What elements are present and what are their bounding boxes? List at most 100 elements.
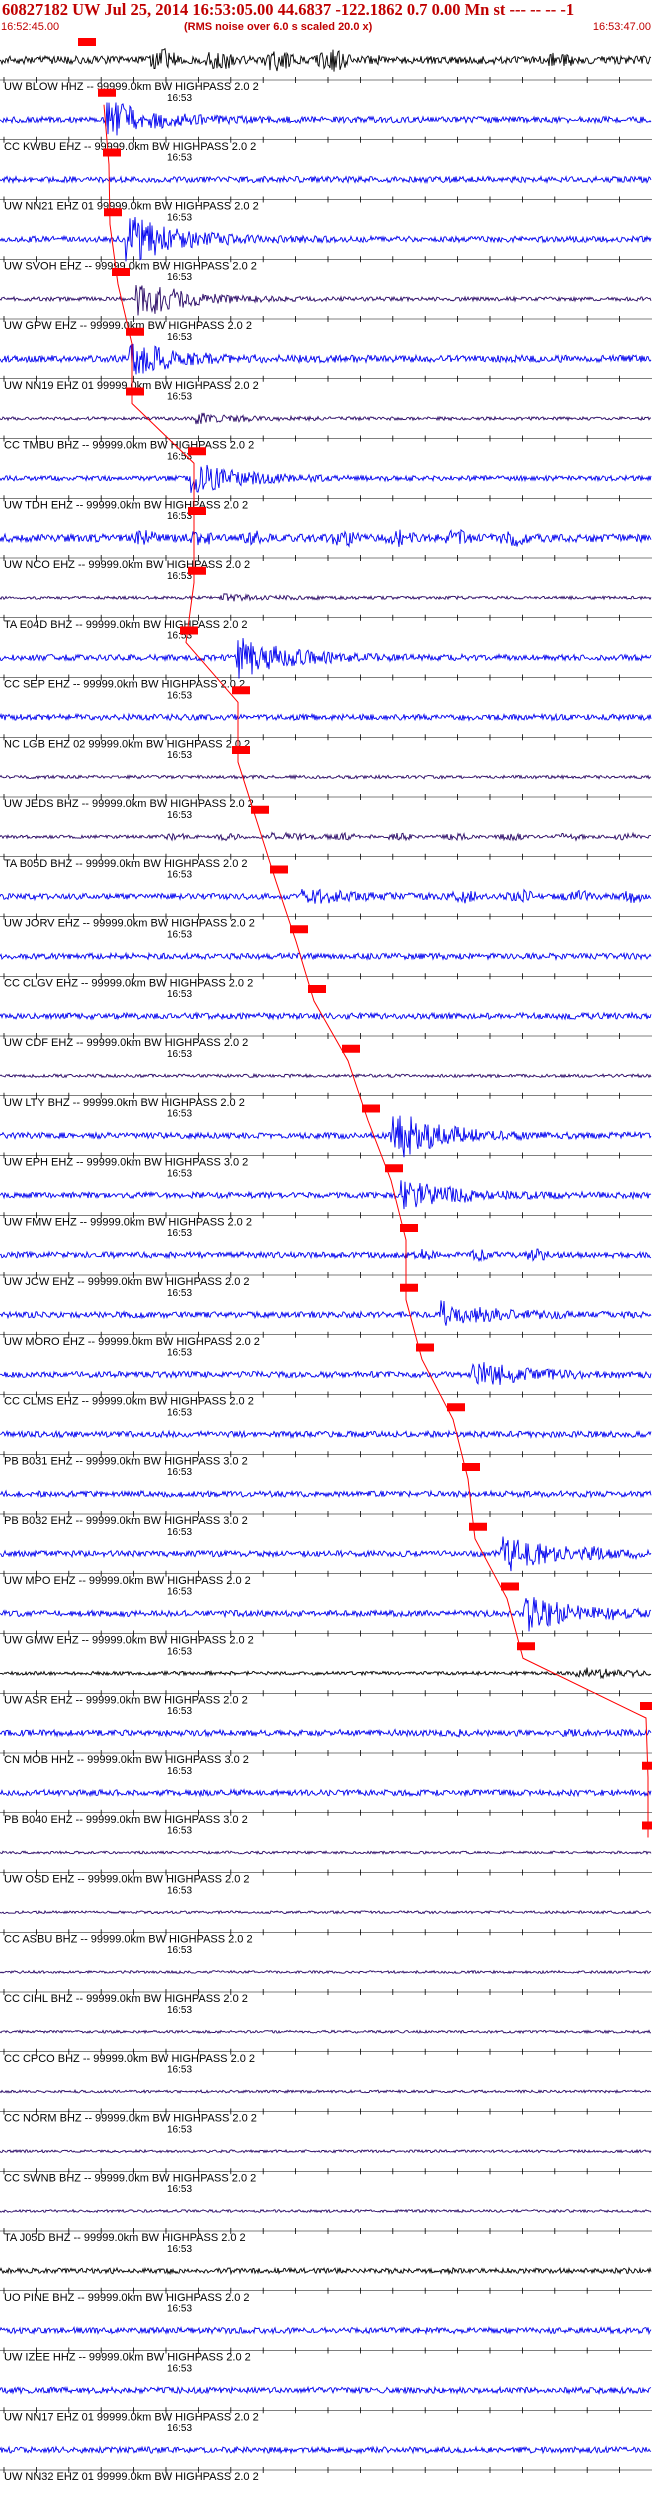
trace-row: 16:53 UW NCO EHZ -- 99999.0km BW HIGHPASS… xyxy=(0,511,652,571)
station-label: UW ASR EHZ -- 99999.0km BW HIGHPASS 2.0 … xyxy=(4,1694,248,1706)
trace-row: 16:53 CC CPCO BHZ -- 99999.0km BW HIGHPAS… xyxy=(0,2005,652,2065)
trace-row: 16:53 TA B05D BHZ -- 99999.0km BW HIGHPAS… xyxy=(0,810,652,870)
station-label: UW MPO EHZ -- 99999.0km BW HIGHPASS 2.0 … xyxy=(4,1575,251,1587)
pick-marker xyxy=(78,38,96,46)
waveform xyxy=(0,2089,652,2094)
time-tick-label: 16:53 xyxy=(167,2184,192,2195)
station-label: CC NORM BHZ -- 99999.0km BW HIGHPASS 2.0… xyxy=(4,2113,257,2125)
time-tick-label: 16:53 xyxy=(167,451,192,462)
time-tick-label: 16:53 xyxy=(167,2124,192,2135)
pick-marker xyxy=(270,865,288,874)
station-label: UW CDF EHZ -- 99999.0km BW HIGHPASS 2.0 … xyxy=(4,1037,248,1049)
pick-marker xyxy=(400,1224,418,1232)
station-label: CC ASBU BHZ -- 99999.0km BW HIGHPASS 2.0… xyxy=(4,1933,253,1945)
waveform xyxy=(0,1489,652,1499)
waveform xyxy=(0,1362,652,1385)
station-label: CC CLMS EHZ -- 99999.0km BW HIGHPASS 2.0… xyxy=(4,1396,254,1408)
waveform xyxy=(0,174,652,185)
waveform xyxy=(0,2148,652,2154)
pick-marker xyxy=(290,925,308,934)
station-label: UW IZEE HHZ -- 99999.0km BW HIGHPASS 2.0… xyxy=(4,2352,251,2364)
trace-row: 16:53 UW JEDS BHZ -- 99999.0km BW HIGHPAS… xyxy=(0,750,652,810)
station-label: CC CLGV EHZ -- 99999.0km BW HIGHPASS 2.0… xyxy=(4,977,253,989)
trace-row: 16:53 NC LGB EHZ 02 99999.0km BW HIGHPASS… xyxy=(0,690,652,750)
time-tick-label: 16:53 xyxy=(167,153,192,164)
time-tick-label: 16:53 xyxy=(167,2005,192,2016)
trace-row: 16:53 UW JORV EHZ -- 99999.0km BW HIGHPAS… xyxy=(0,870,652,930)
rms-note: (RMS noise over 6.0 s scaled 20.0 x) xyxy=(184,21,373,33)
station-label: UW OSD EHZ -- 99999.0km BW HIGHPASS 2.0 … xyxy=(4,1874,250,1886)
trace-row: 16:53 TA J05D BHZ -- 99999.0km BW HIGHPAS… xyxy=(0,2184,652,2244)
time-tick-label: 16:53 xyxy=(167,1348,192,1359)
waveform xyxy=(0,412,652,425)
trace-row: 16:53 UW EPH EHZ -- 99999.0km BW HIGHPASS… xyxy=(0,1109,652,1169)
trace-row: 16:53 UW FMW EHZ -- 99999.0km BW HIGHPASS… xyxy=(0,1168,652,1228)
pick-marker xyxy=(232,686,250,695)
trace-row: 16:53 UO PINE BHZ -- 99999.0km BW HIGHPAS… xyxy=(0,2244,652,2304)
trace-row: 16:53 CC KWBU EHZ -- 99999.0km BW HIGHPAS… xyxy=(0,93,652,153)
waveform xyxy=(0,1300,652,1326)
waveform xyxy=(0,1969,652,1975)
waveform xyxy=(0,1248,652,1263)
time-tick-label: 16:53 xyxy=(167,272,192,283)
pick-marker xyxy=(104,208,122,217)
waveform xyxy=(0,1072,652,1079)
station-label: CC KWBU EHZ -- 99999.0km BW HIGHPASS 2.0… xyxy=(4,141,256,153)
pick-marker xyxy=(342,1044,360,1053)
waveform xyxy=(0,2445,652,2455)
station-label: CC SWNB BHZ -- 99999.0km BW HIGHPASS 2.0… xyxy=(4,2172,256,2184)
station-label: CN MOB HHZ -- 99999.0km BW HIGHPASS 3.0 … xyxy=(4,1754,249,1766)
time-tick-label: 16:53 xyxy=(167,571,192,582)
time-tick-label: 16:53 xyxy=(167,1168,192,1179)
time-tick-label: 16:53 xyxy=(167,511,192,522)
time-tick-label: 16:53 xyxy=(167,1706,192,1717)
trace-row: 16:53 PB B032 EHZ -- 99999.0km BW HIGHPAS… xyxy=(0,1467,652,1527)
station-label: PB B040 EHZ -- 99999.0km BW HIGHPASS 3.0… xyxy=(4,1814,248,1826)
pick-marker xyxy=(232,746,250,754)
trace-row: 16:53 UW OSD EHZ -- 99999.0km BW HIGHPASS… xyxy=(0,1826,652,1886)
plot-header: 60827182 UW Jul 25, 2014 16:53:05.00 44.… xyxy=(0,0,652,37)
trace-row: 16:53 CC CLGV EHZ -- 99999.0km BW HIGHPAS… xyxy=(0,929,652,989)
time-tick-label: 16:53 xyxy=(167,2363,192,2374)
station-label: NC LGB EHZ 02 99999.0km BW HIGHPASS 2.0 … xyxy=(4,738,250,750)
waveform xyxy=(0,593,652,602)
time-tick-label: 16:53 xyxy=(167,1288,192,1299)
station-label: UO PINE BHZ -- 99999.0km BW HIGHPASS 2.0… xyxy=(4,2292,250,2304)
waveform xyxy=(0,1788,652,1798)
trace-row: 16:53 UW NN21 EHZ 01 99999.0km BW HIGHPAS… xyxy=(0,153,652,213)
pick-line xyxy=(103,104,649,1838)
station-label: UW SVOH EHZ -- 99999.0km BW HIGHPASS 2.0… xyxy=(4,260,257,272)
waveform xyxy=(0,774,652,780)
time-tick-label: 16:53 xyxy=(167,1885,192,1896)
pick-marker xyxy=(642,1761,652,1770)
trace-row: UW BLOW HHZ -- 99999.0km BW HIGHPASS 2.0… xyxy=(0,47,652,93)
waveform xyxy=(0,1536,652,1572)
station-label: UW NCO EHZ -- 99999.0km BW HIGHPASS 2.0 … xyxy=(4,559,250,571)
pick-marker xyxy=(385,1164,403,1173)
waveform xyxy=(0,1597,652,1632)
waveform xyxy=(0,2325,652,2336)
time-tick-label: 16:53 xyxy=(167,1646,192,1657)
pick-marker xyxy=(517,1642,535,1651)
station-label: PB B031 EHZ -- 99999.0km BW HIGHPASS 3.0… xyxy=(4,1455,248,1467)
station-label: UW JEDS BHZ -- 99999.0km BW HIGHPASS 2.0… xyxy=(4,798,254,810)
waveform xyxy=(0,1115,652,1158)
pick-marker xyxy=(362,1104,380,1113)
trace-row: 16:53 CC CLMS EHZ -- 99999.0km BW HIGHPAS… xyxy=(0,1348,652,1408)
pick-marker xyxy=(112,268,130,276)
time-tick-label: 16:53 xyxy=(167,1527,192,1538)
trace-row: 16:53 UW MORO EHZ -- 99999.0km BW HIGHPAS… xyxy=(0,1288,652,1348)
trace-row: 16:53 UW JCW EHZ -- 99999.0km BW HIGHPASS… xyxy=(0,1228,652,1288)
trace-row: 16:53 CC CIHL BHZ -- 99999.0km BW HIGHPAS… xyxy=(0,1945,652,2005)
waveform xyxy=(0,638,652,679)
waveform xyxy=(0,1728,652,1738)
time-tick-label: 16:53 xyxy=(167,989,192,1000)
waveform xyxy=(0,102,652,136)
station-label: UW EPH EHZ -- 99999.0km BW HIGHPASS 3.0 … xyxy=(4,1157,248,1169)
station-label: UW FMW EHZ -- 99999.0km BW HIGHPASS 2.0 … xyxy=(4,1216,252,1228)
pick-marker xyxy=(180,626,198,635)
trace-row: 16:53 UW SVOH EHZ -- 99999.0km BW HIGHPAS… xyxy=(0,212,652,272)
pick-marker xyxy=(103,148,121,157)
waveform xyxy=(0,1011,652,1021)
time-tick-label: 16:53 xyxy=(167,631,192,642)
